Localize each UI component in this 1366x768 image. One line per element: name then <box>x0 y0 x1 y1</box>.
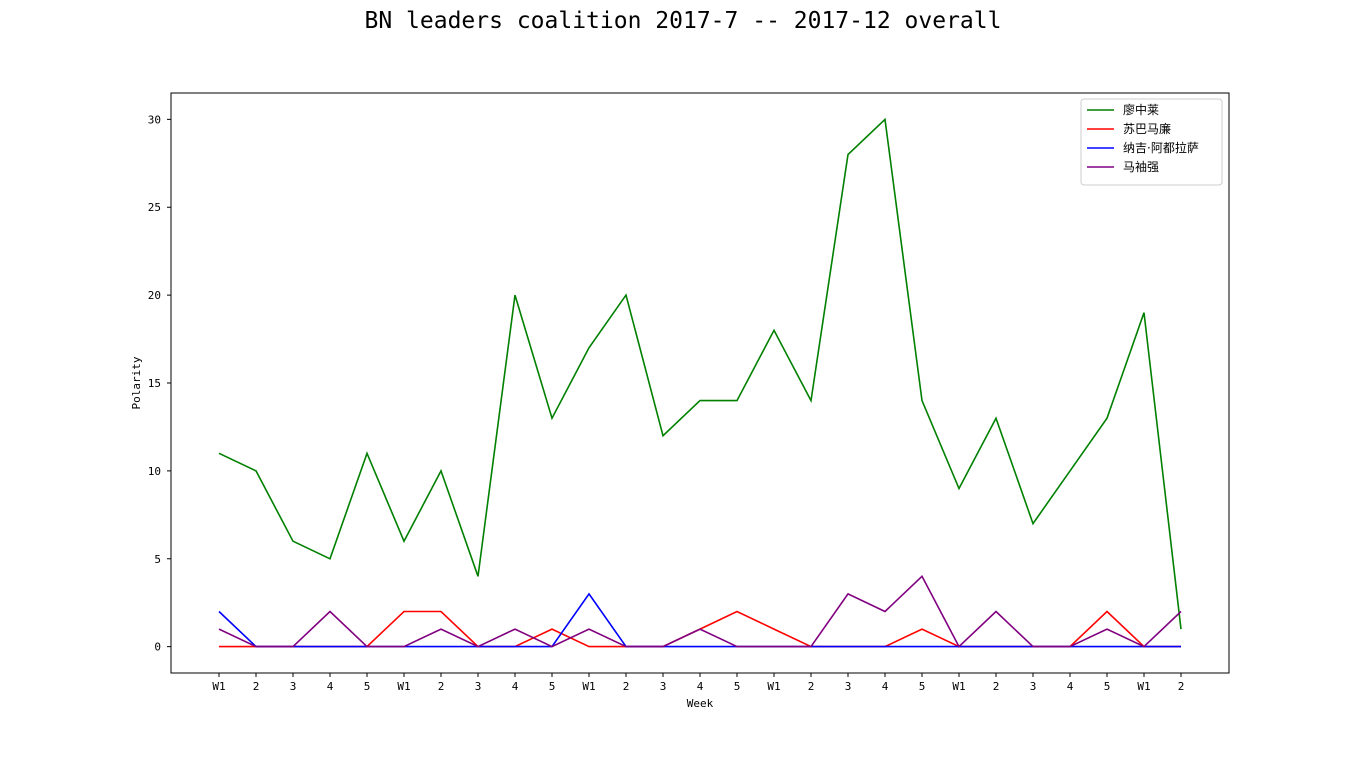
y-tick-label: 0 <box>154 641 161 654</box>
x-tick-label: 2 <box>623 680 630 693</box>
x-tick-label: W1 <box>1137 680 1150 693</box>
x-tick-label: 4 <box>697 680 704 693</box>
y-tick-label: 25 <box>148 201 161 214</box>
x-tick-label: 4 <box>882 680 889 693</box>
series-line-3 <box>218 574 1182 648</box>
x-tick-label: 3 <box>660 680 667 693</box>
x-tick-label: 2 <box>993 680 1000 693</box>
x-tick-label: W1 <box>212 680 225 693</box>
y-tick-label: 10 <box>148 465 161 478</box>
chart-title: BN leaders coalition 2017-7 -- 2017-12 o… <box>364 8 1002 34</box>
x-tick-label: 3 <box>475 680 482 693</box>
x-axis-label: Week <box>687 697 714 710</box>
x-tick-label: 2 <box>438 680 445 693</box>
series-layer <box>218 117 1182 648</box>
x-tick-label: W1 <box>952 680 965 693</box>
x-tick-label: 5 <box>734 680 741 693</box>
x-tick-label: W1 <box>397 680 410 693</box>
x-tick-label: 5 <box>919 680 926 693</box>
x-tick-label: 4 <box>327 680 334 693</box>
x-tick-label: W1 <box>767 680 780 693</box>
legend-entry: 纳吉·阿都拉萨 <box>1123 140 1199 155</box>
x-axis-ticks: W1 2 3 4 5 W1 2 3 4 5 W1 2 3 4 5 W1 2 3 4 5 W1 2 3 4 5 W1 2 <box>212 673 1184 693</box>
y-axis-ticks: 0 5 10 15 20 25 30 <box>148 113 171 654</box>
legend-box <box>1080 98 1223 186</box>
x-tick-label: 3 <box>290 680 297 693</box>
x-tick-label: 4 <box>1067 680 1074 693</box>
x-tick-label: 2 <box>808 680 815 693</box>
x-tick-label: 4 <box>512 680 519 693</box>
y-tick-label: 20 <box>148 289 161 302</box>
x-tick-label: W1 <box>582 680 595 693</box>
legend-entry: 苏巴马廉 <box>1123 121 1171 136</box>
x-tick-label: 2 <box>1178 680 1185 693</box>
plot-area-frame <box>170 92 1230 674</box>
x-tick-label: 5 <box>364 680 371 693</box>
legend-entry: 廖中莱 <box>1123 102 1159 117</box>
x-tick-label: 5 <box>549 680 556 693</box>
series-line-0 <box>218 117 1182 630</box>
y-tick-label: 30 <box>148 113 161 126</box>
legend-entry: 马袖强 <box>1123 159 1159 174</box>
y-tick-label: 5 <box>154 553 161 566</box>
y-axis-label: Polarity <box>130 356 143 409</box>
x-tick-label: 2 <box>253 680 260 693</box>
y-tick-label: 15 <box>148 377 161 390</box>
series-line-2 <box>218 592 1181 648</box>
x-tick-label: 5 <box>1104 680 1111 693</box>
x-tick-label: 3 <box>1030 680 1037 693</box>
x-tick-label: 3 <box>845 680 852 693</box>
